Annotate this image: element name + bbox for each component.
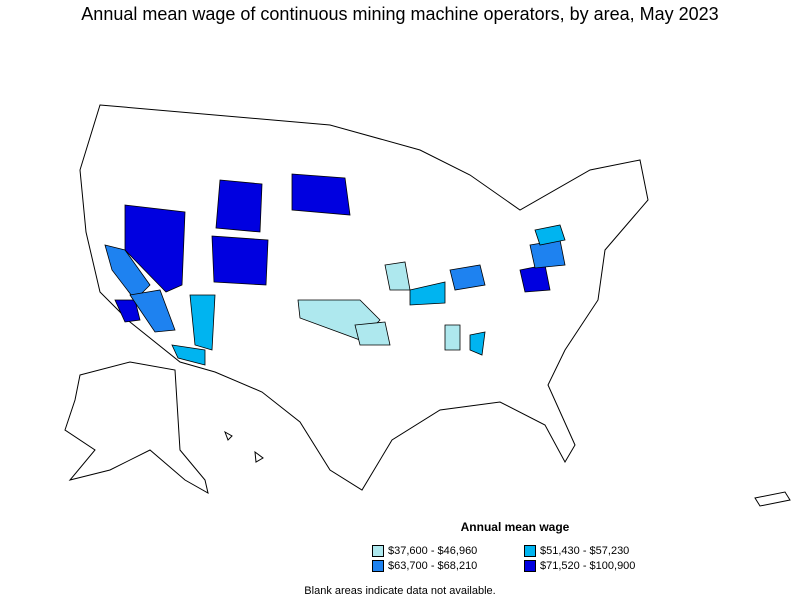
region <box>104 244 151 301</box>
legend-label: $37,600 - $46,960 <box>388 545 478 557</box>
base-map <box>64 104 791 507</box>
region <box>409 281 446 306</box>
legend-label: $71,520 - $100,900 <box>540 560 636 572</box>
region <box>529 239 566 269</box>
region <box>291 173 351 216</box>
legend-swatch <box>372 560 384 572</box>
legend-swatch <box>524 560 536 572</box>
legend-title: Annual mean wage <box>460 520 570 534</box>
region <box>444 324 461 351</box>
hawaii-2 <box>254 450 264 463</box>
region <box>114 299 141 323</box>
legend-swatch <box>372 545 384 557</box>
region <box>211 235 269 286</box>
region <box>519 264 551 293</box>
alaska <box>64 361 209 494</box>
legend: $37,600 - $46,960 $51,430 - $57,230 $63,70… <box>372 545 674 572</box>
region <box>189 294 216 351</box>
region <box>354 321 391 346</box>
legend-label: $51,430 - $57,230 <box>540 545 630 557</box>
title: Annual mean wage of continuous mining ma… <box>81 4 719 24</box>
region <box>171 344 206 366</box>
region <box>384 261 411 291</box>
region <box>129 289 176 333</box>
hawaii <box>224 430 233 441</box>
region <box>534 224 566 246</box>
footnote: Blank areas indicate data not available. <box>304 585 496 597</box>
legend-item: $71,520 - $100,900 <box>524 560 674 572</box>
legend-swatch <box>524 545 536 557</box>
region <box>215 179 263 233</box>
wage-areas <box>104 173 566 366</box>
legend-item: $37,600 - $46,960 <box>372 545 524 557</box>
region <box>449 264 486 291</box>
legend-label: $63,700 - $68,210 <box>388 560 478 572</box>
puerto-rico <box>754 491 791 507</box>
legend-item: $63,700 - $68,210 <box>372 560 524 572</box>
region <box>469 331 486 356</box>
legend-item: $51,430 - $57,230 <box>524 545 674 557</box>
region <box>124 204 186 293</box>
